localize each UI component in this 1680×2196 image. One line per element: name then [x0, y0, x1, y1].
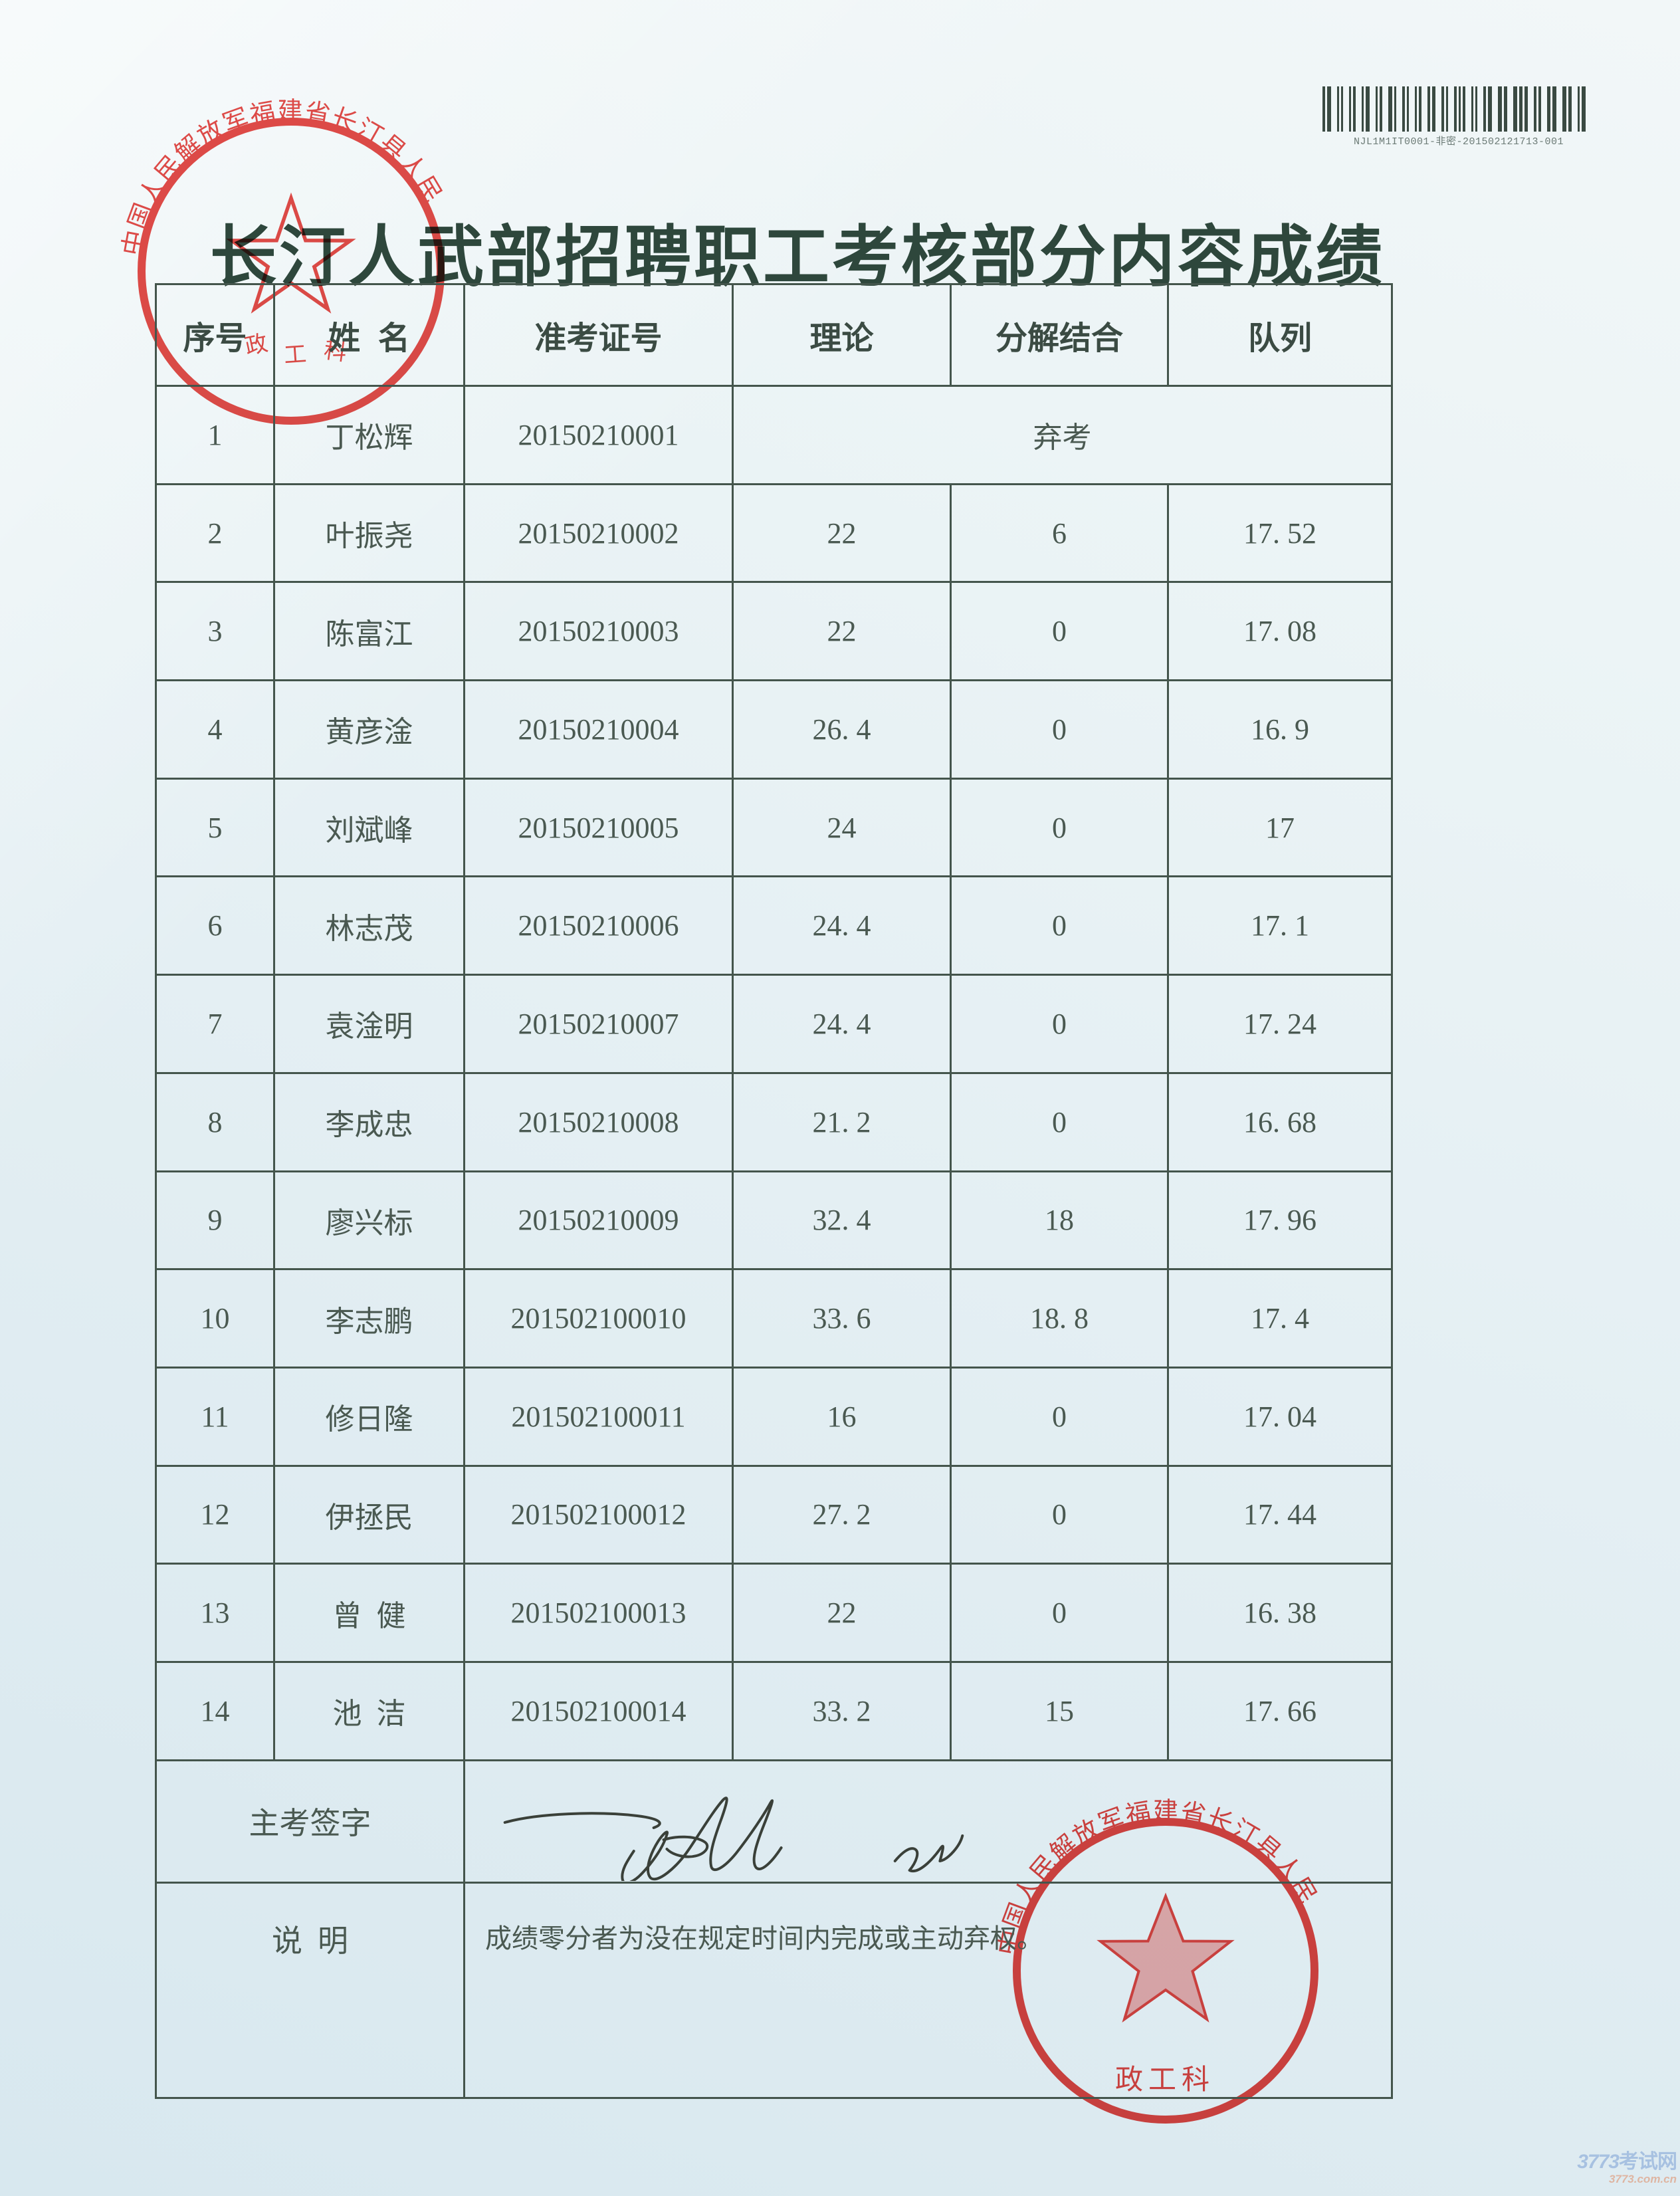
svg-text:中国人民解放军福建省长汀县人民: 中国人民解放军福建省长汀县人民 — [118, 98, 447, 258]
